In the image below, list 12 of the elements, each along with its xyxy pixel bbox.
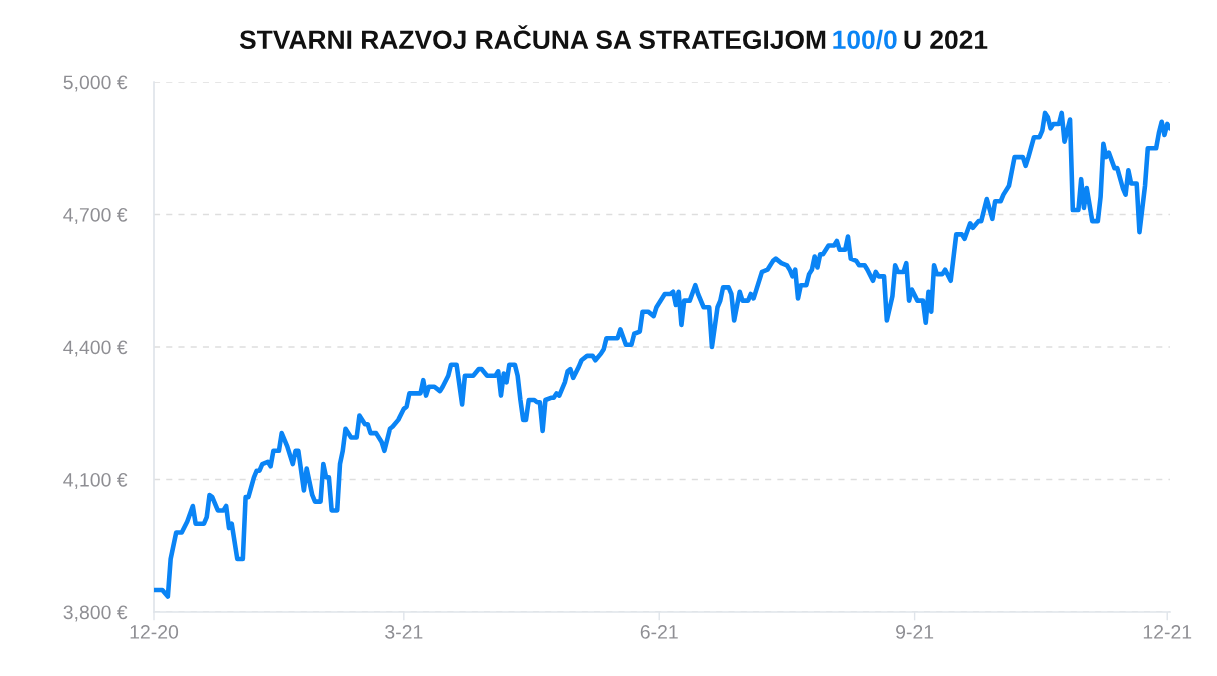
y-tick-label: 4,700 € — [63, 207, 128, 225]
y-tick-label: 4,400 € — [63, 340, 128, 357]
line-series — [154, 110, 1170, 599]
x-tick-label: 9-21 — [896, 625, 934, 639]
y-tick-label: 5,000 € — [63, 75, 128, 92]
x-tick-label: 3-21 — [385, 625, 423, 639]
y-tick-label: 3,800 € — [63, 605, 128, 622]
y-tick-label: 4,100 € — [63, 472, 128, 490]
x-tick-label: 6-21 — [640, 625, 678, 639]
x-tick-label: 12-21 — [1143, 625, 1192, 639]
x-tick-label: 12-20 — [130, 625, 179, 639]
chart-title: STVARNI RAZVOJ RAČUNA SA STRATEGIJOM 100/0 U 2021 — [239, 25, 988, 50]
